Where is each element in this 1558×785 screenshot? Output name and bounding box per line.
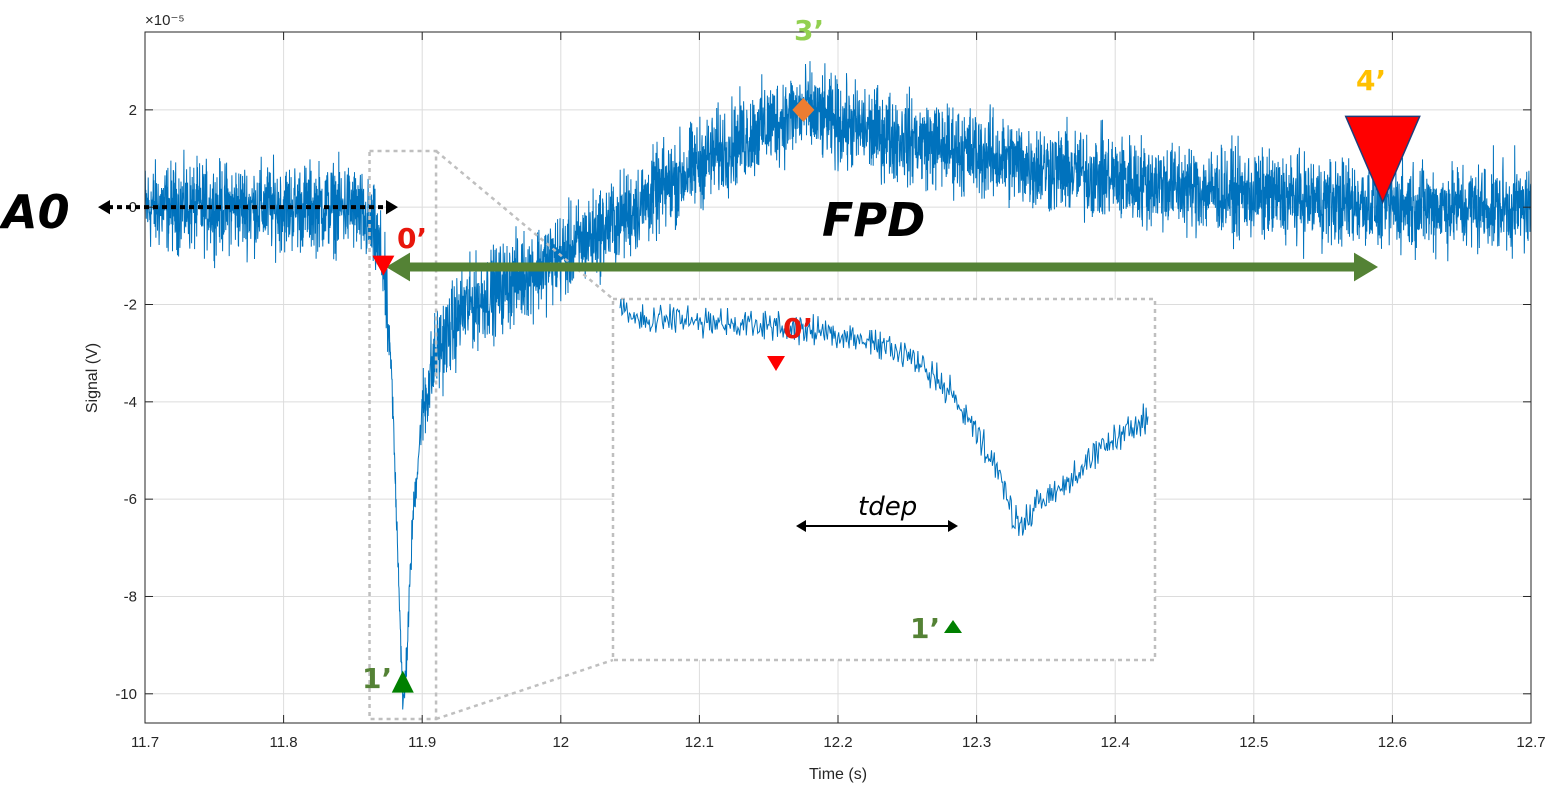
x-axis-label: Time (s) [809, 766, 867, 783]
inset-signal-line [619, 298, 1149, 536]
marker-label: 4’ [1356, 64, 1386, 97]
markers: 0’ 1’ 3’ 4’ 0’ 1’ [362, 14, 1421, 695]
axes [144, 31, 1532, 724]
y-tick-label: -10 [115, 686, 137, 703]
x-tick-label: 12.5 [1239, 734, 1268, 751]
series-layer [144, 61, 1532, 710]
y-tick-label: 2 [129, 102, 137, 119]
x-tick-label: 12.4 [1101, 734, 1130, 751]
inset [368, 149, 1157, 721]
marker-3-diamond [792, 97, 815, 122]
inset-source-box [368, 149, 438, 721]
x-tick-label: 11.9 [408, 734, 436, 751]
inset-connector-top [435, 150, 614, 300]
y-tick-label: -6 [124, 491, 137, 508]
fpd-arrow-head-right [1354, 252, 1378, 282]
inset-marker-1-triangle [944, 620, 962, 633]
plot-frame [144, 31, 1532, 724]
inset-marker-1-label: 1’ [910, 612, 940, 645]
inset-marker-0-label: 0’ [783, 312, 813, 345]
y-tick-label: -8 [124, 588, 137, 605]
y-axis-label: Signal (V) [84, 343, 101, 413]
marker-0-triangle [372, 255, 395, 276]
inset-connector-bottom [435, 658, 614, 721]
tdep-label: tdep [858, 492, 917, 522]
y-tick-label: -2 [124, 297, 137, 314]
signal-line [144, 61, 1532, 710]
y-tick-label: -4 [124, 394, 137, 411]
marker-1-triangle [391, 670, 414, 693]
a0-label: A0 [0, 185, 70, 239]
marker-label: 1’ [362, 662, 392, 695]
x-tick-label: 11.7 [131, 734, 159, 751]
x-tick-label: 12.1 [685, 734, 714, 751]
x-tick-label: 12.2 [823, 734, 852, 751]
marker-4-triangle [1344, 115, 1421, 205]
a0-arrow-head-left [98, 199, 110, 215]
fpd-arrow-head-left [386, 252, 410, 282]
x-tick-label: 12.3 [962, 734, 991, 751]
marker-label: 0’ [397, 222, 427, 255]
y-tick-label: 0 [129, 199, 137, 216]
tdep-arrow-head-right [948, 520, 958, 532]
tdep-arrow-head-left [796, 520, 806, 532]
a0-arrow-head-right [386, 199, 398, 215]
x-tick-label: 11.8 [270, 734, 298, 751]
inset-marker-0-triangle [767, 356, 785, 371]
x-tick-label: 12.7 [1516, 734, 1545, 751]
x-tick-label: 12.6 [1378, 734, 1407, 751]
marker-label: 3’ [794, 14, 824, 47]
x-tick-label: 12 [552, 734, 569, 751]
y-exponent-label: ×10⁻⁵ [145, 12, 185, 29]
annotations [98, 199, 1378, 532]
tick-labels: 11.7 11.8 11.9 12 12.1 12.2 12.3 12.4 12.5 12.6 12… [115, 102, 1545, 751]
fpd-label: FPD [822, 193, 925, 247]
